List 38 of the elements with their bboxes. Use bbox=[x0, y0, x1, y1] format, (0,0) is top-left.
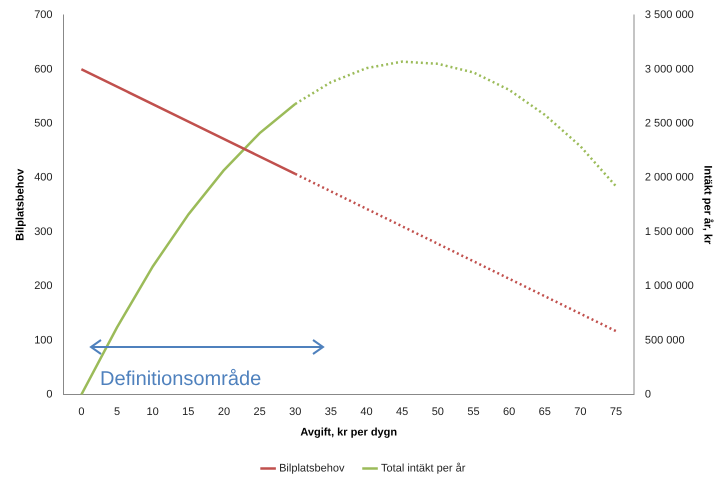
y2-tick-label: 2 000 000 bbox=[644, 172, 694, 184]
x-tick-label: 10 bbox=[146, 406, 159, 418]
y2-axis-title: Intäkt per år, kr bbox=[701, 165, 714, 245]
y-tick-label: 200 bbox=[34, 280, 53, 292]
x-tick-label: 60 bbox=[502, 406, 516, 418]
x-tick-label: 20 bbox=[218, 406, 230, 418]
y-tick-label: 700 bbox=[34, 9, 53, 22]
x-tick-label: 5 bbox=[114, 406, 120, 418]
y-tick-label: 400 bbox=[34, 172, 53, 184]
y2-tick-label: 2 500 000 bbox=[644, 117, 694, 130]
y2-tick-label: 3 500 000 bbox=[644, 9, 694, 22]
x-tick-label: 45 bbox=[396, 406, 408, 418]
y-tick-label: 600 bbox=[34, 63, 53, 76]
x-tick-label: 75 bbox=[610, 406, 622, 418]
y2-tick-label: 1 000 000 bbox=[644, 280, 694, 292]
x-tick-label: 65 bbox=[538, 406, 551, 418]
legend-label: Bilplatsbehov bbox=[279, 462, 346, 475]
y-tick-label: 500 bbox=[34, 117, 53, 130]
x-tick-label: 0 bbox=[78, 406, 84, 418]
annotation: Definitionsområde bbox=[100, 368, 262, 390]
x-tick-label: 25 bbox=[253, 406, 266, 418]
y2-tick-label: 1 500 000 bbox=[644, 226, 694, 238]
x-tick-label: 55 bbox=[467, 406, 480, 418]
x-tick-label: 30 bbox=[289, 406, 302, 418]
y2-tick-label: 0 bbox=[644, 388, 651, 401]
y-tick-label: 0 bbox=[46, 388, 53, 401]
y-axis-title: Bilplatsbehov bbox=[14, 168, 27, 241]
y-tick-label: 100 bbox=[34, 334, 53, 346]
y-tick-label: 300 bbox=[34, 226, 53, 238]
x-tick-label: 70 bbox=[574, 406, 587, 418]
legend-label: Total intäkt per år bbox=[381, 462, 466, 475]
x-tick-label: 40 bbox=[360, 406, 373, 418]
y2-tick-label: 500 000 bbox=[644, 334, 685, 346]
x-tick-label: 15 bbox=[182, 406, 194, 418]
x-tick-label: 35 bbox=[324, 406, 338, 418]
x-tick-label: 50 bbox=[432, 406, 444, 418]
y2-tick-label: 3 000 000 bbox=[644, 63, 694, 76]
x-axis-title: Avgift, kr per dygn bbox=[300, 426, 398, 438]
